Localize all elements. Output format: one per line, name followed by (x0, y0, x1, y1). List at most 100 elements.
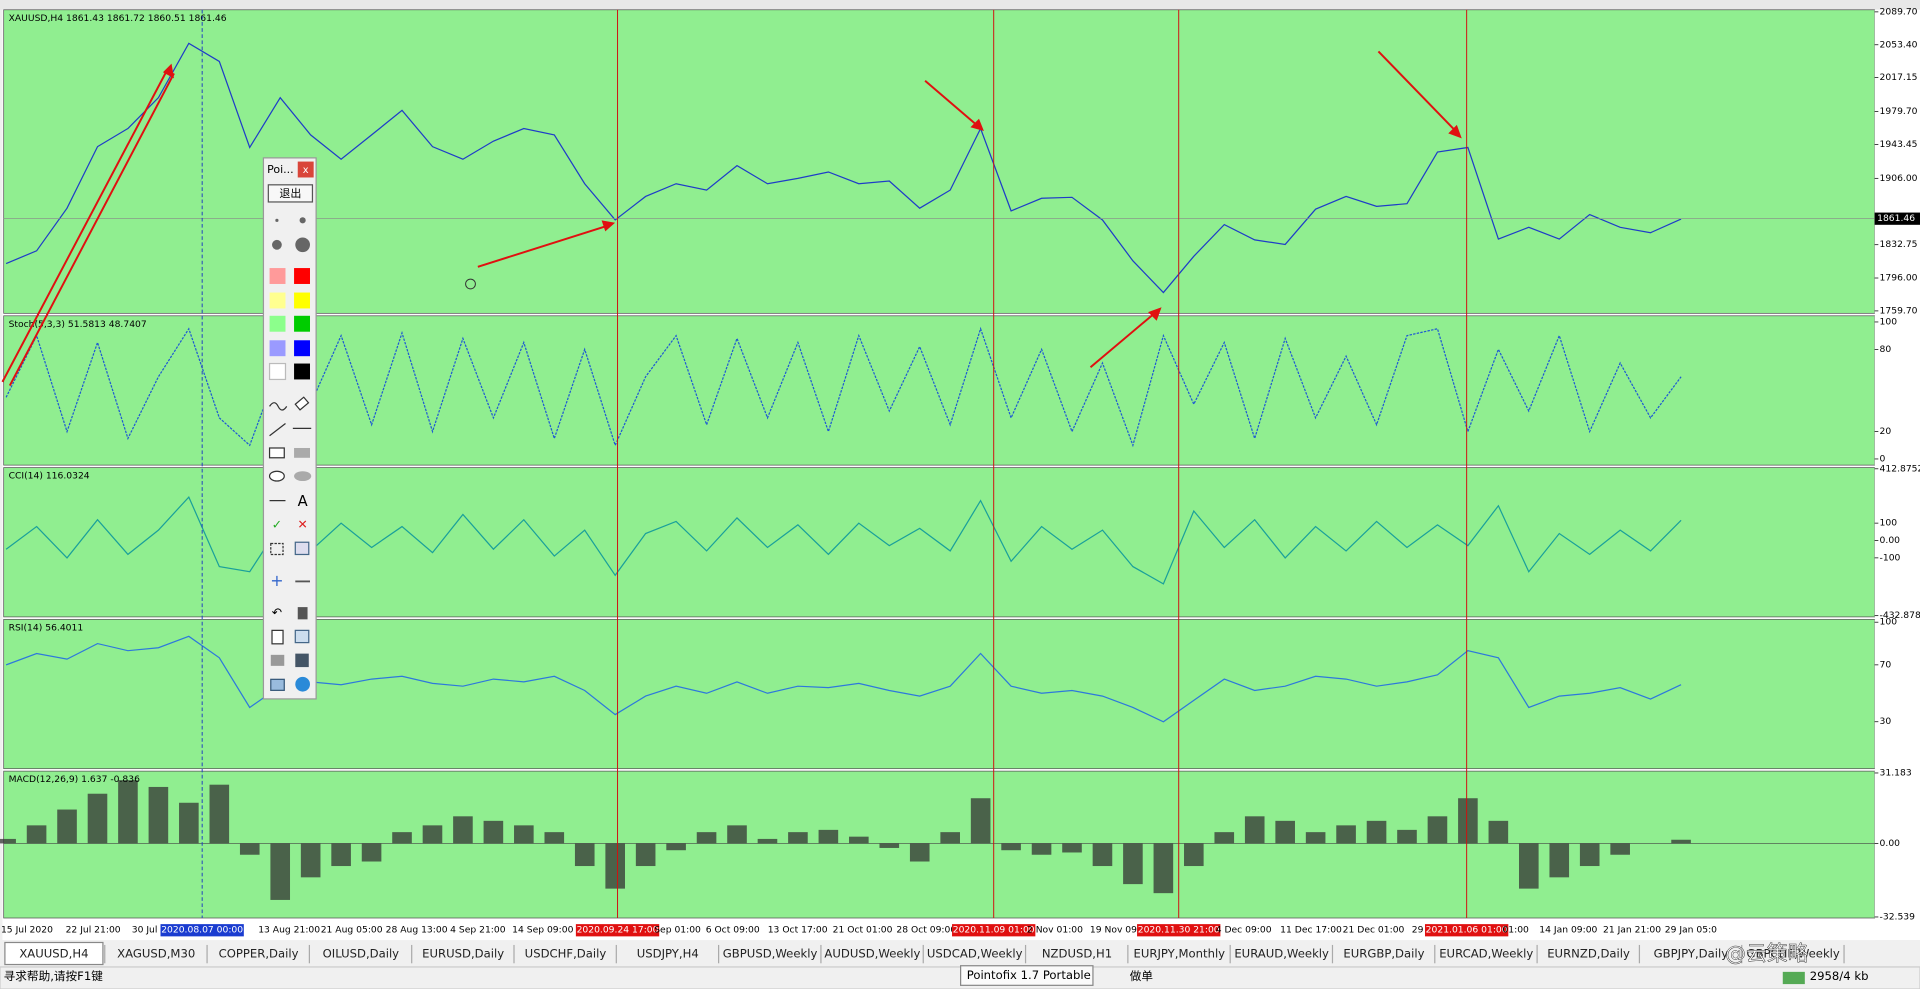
tab[interactable] (1641, 942, 1740, 965)
exit-button[interactable] (267, 184, 314, 203)
time-highlight (160, 924, 244, 937)
tool-info[interactable] (295, 676, 310, 692)
tool-print[interactable] (270, 654, 285, 666)
status-memory: 2958/4 kb (1810, 969, 1869, 983)
tool-save[interactable] (295, 653, 309, 668)
y-tick-label: -432.8782 (1880, 610, 1920, 621)
tool-delete[interactable] (297, 607, 308, 620)
y-tick-label: 70 (1880, 659, 1892, 670)
macd-bar (1305, 832, 1326, 844)
tool-copy[interactable] (294, 629, 310, 644)
tab[interactable] (414, 942, 513, 965)
time-label: 13 Oct 17:00 (768, 925, 828, 936)
time-label: Sep 01:00 (654, 925, 701, 936)
tool-freehand[interactable] (269, 402, 288, 411)
tab[interactable] (618, 942, 717, 965)
tool-undo[interactable]: ↶ (272, 606, 282, 620)
tool-select[interactable] (270, 542, 284, 556)
tab[interactable] (823, 942, 922, 965)
macd-bar (361, 843, 382, 862)
tab[interactable] (209, 942, 308, 965)
tab[interactable] (311, 942, 410, 965)
close-button[interactable] (297, 161, 314, 178)
y-tick-label: 0 (1880, 453, 1886, 464)
pen-medium[interactable] (299, 217, 306, 224)
macd-bar (1062, 843, 1082, 853)
y-tick-label: 2053.40 (1880, 39, 1918, 50)
tab-label: XAGUSD,M30 (117, 947, 195, 961)
tool-eraser[interactable] (294, 396, 310, 411)
pen-small[interactable] (275, 218, 279, 222)
tab[interactable] (1130, 942, 1229, 965)
tab[interactable] (516, 942, 615, 965)
macd-bar (422, 825, 443, 844)
color-black[interactable] (294, 363, 310, 380)
color-light-blue[interactable] (269, 340, 286, 357)
tab[interactable] (1744, 942, 1843, 965)
tab[interactable] (925, 942, 1024, 965)
tab-label: GBPUSD,Weekly (723, 947, 818, 961)
y-tick-label: 0.00 (1880, 535, 1901, 546)
macd-bar (1123, 843, 1143, 885)
time-label: 13 Aug 21:00 (258, 925, 320, 936)
tab[interactable] (1232, 942, 1331, 965)
tool-ellipse[interactable] (268, 470, 285, 482)
panel-label: RSI(14) 56.4011 (9, 622, 84, 633)
time-label: 6 Oct 09:00 (706, 925, 760, 936)
macd-bar (696, 832, 717, 844)
color-light-yellow[interactable] (269, 292, 286, 309)
tab[interactable] (1028, 942, 1127, 965)
tool-rect[interactable] (268, 447, 285, 459)
tool-rect-filled[interactable] (294, 447, 310, 458)
color-yellow[interactable] (294, 292, 310, 309)
arrow (1089, 313, 1154, 368)
y-tick-label: 100 (1880, 316, 1898, 327)
price-tag-label: 1861.46 (1877, 213, 1915, 224)
tab[interactable] (1334, 942, 1433, 965)
tab-active[interactable] (4, 941, 104, 966)
macd-bar (483, 820, 504, 844)
macd-bar (879, 843, 900, 848)
series-line (5, 42, 1682, 294)
arrow-head (1448, 124, 1462, 139)
tool-cancel[interactable]: ✕ (298, 518, 308, 532)
tab[interactable] (107, 942, 206, 965)
tool-zoom[interactable] (294, 541, 310, 556)
color-blue[interactable] (294, 340, 310, 357)
color-light-red[interactable] (269, 268, 286, 284)
macd-bar (57, 809, 77, 844)
tool-ok[interactable]: ✓ (272, 518, 282, 532)
macd-bar (1366, 820, 1387, 844)
color-light-green[interactable] (269, 315, 286, 332)
color-green[interactable] (294, 315, 310, 332)
y-tick-label: 100 (1880, 617, 1898, 628)
macd-bar (1336, 825, 1356, 844)
y-tick-label: 80 (1880, 344, 1892, 355)
tab[interactable] (1539, 942, 1638, 965)
y-tick-label: 0.00 (1880, 838, 1901, 849)
axis-bg (1874, 315, 1920, 466)
tab-label: AUDUSD,Weekly (824, 947, 920, 961)
exit-label: 退出 (279, 186, 301, 200)
tool-line[interactable] (269, 423, 286, 437)
tab[interactable] (1437, 942, 1536, 965)
status-help: 寻求帮助,请按F1键 (4, 969, 104, 983)
price-tag (1874, 212, 1920, 225)
tool-screen[interactable] (270, 678, 285, 691)
taskbar-item[interactable] (960, 965, 1094, 986)
tool-text[interactable]: A (298, 493, 308, 510)
tool-ellipse-filled[interactable] (294, 471, 312, 482)
time-label: 2020.11.30 21:00 (1138, 925, 1220, 936)
axis-bg (1874, 467, 1920, 617)
tool-new[interactable] (271, 629, 284, 645)
pen-xlarge[interactable] (295, 237, 310, 253)
color-white[interactable] (268, 362, 287, 381)
tool-plus[interactable]: + (270, 571, 283, 590)
macd-bar (1458, 798, 1478, 844)
pointofix-toolbar[interactable]: Poi... x 退出 A ✓ ✕ + ↶ (262, 157, 317, 700)
color-red[interactable] (294, 268, 310, 284)
tab[interactable] (721, 942, 820, 965)
y-tick-label: -32.539 (1880, 911, 1916, 922)
macd-bar (1001, 843, 1021, 851)
pen-large[interactable] (272, 239, 282, 250)
